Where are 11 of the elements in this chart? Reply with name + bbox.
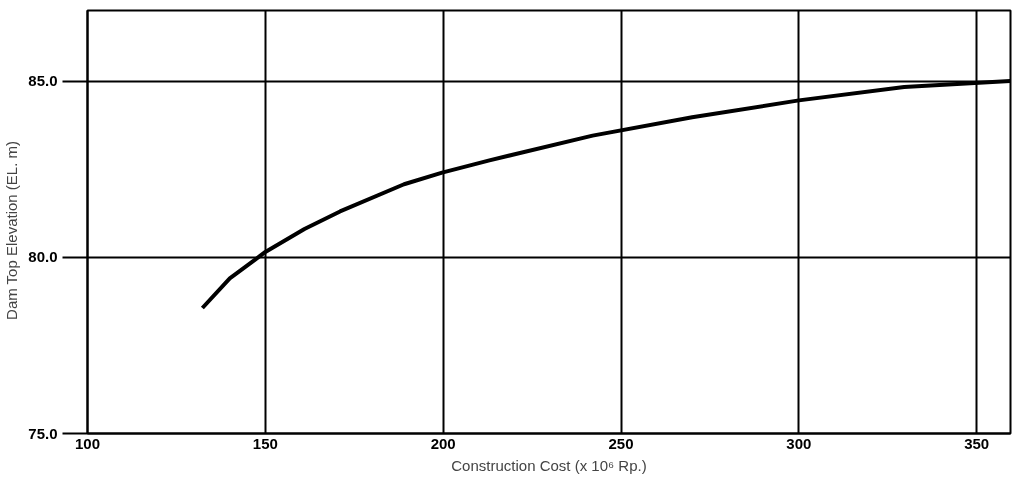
y-tick-label: 80.0 [28, 248, 58, 266]
x-tick-label: 100 [74, 434, 101, 452]
x-axis-title: Construction Cost (x 10⁶ Rp.) [451, 456, 647, 474]
y-axis-title: Dam Top Elevation (EL. m) [3, 140, 21, 320]
x-tick-label: 150 [252, 434, 278, 452]
x-tick-label: 200 [430, 434, 456, 452]
y-tick-label: 85.0 [28, 72, 58, 89]
y-tick-label: 75.0 [28, 424, 58, 442]
x-tick-label: 350 [964, 434, 990, 452]
x-tick-label: 300 [786, 434, 812, 452]
x-tick-label: 250 [608, 434, 634, 452]
